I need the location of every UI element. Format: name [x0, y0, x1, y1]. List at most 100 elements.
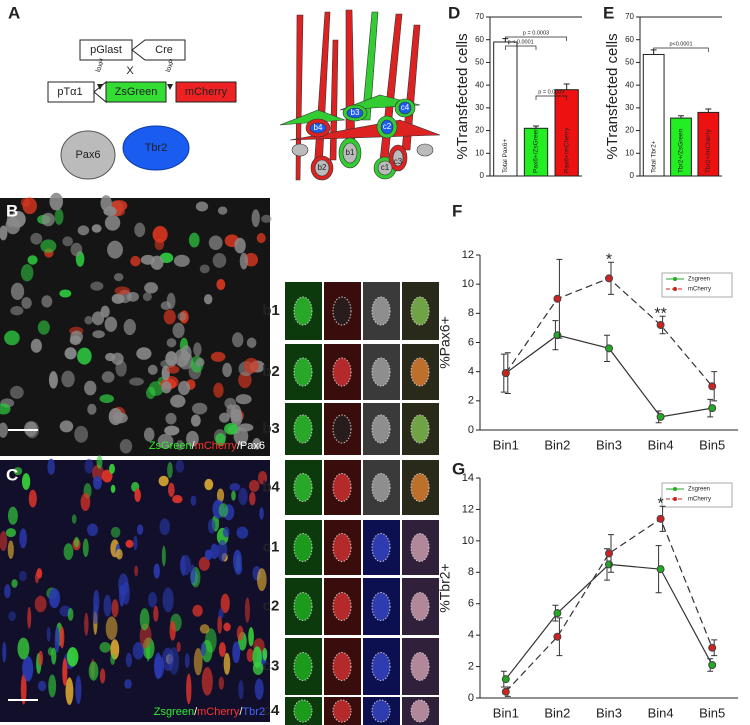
inset-cell	[332, 533, 352, 562]
caption-part: /Pax6	[237, 440, 265, 452]
nucleus	[4, 330, 20, 346]
cell	[200, 642, 207, 657]
x-tick-label: Bin2	[544, 437, 570, 452]
cell	[4, 584, 11, 599]
cell	[204, 549, 213, 561]
cell	[198, 556, 210, 571]
nucleus	[104, 316, 118, 332]
cell-diagram	[279, 9, 441, 181]
error-bar	[533, 125, 539, 129]
nucleus	[37, 320, 50, 335]
mcherry-box	[175, 81, 237, 103]
nucleus	[91, 224, 102, 233]
inset-cell	[410, 414, 430, 444]
cell	[96, 455, 103, 469]
inset-cell	[371, 652, 391, 681]
cell	[231, 490, 236, 501]
y-tick-label: 30	[475, 103, 484, 112]
y-axis-label: %Transfected cells	[604, 33, 621, 159]
inset-row-label: c1	[263, 538, 280, 555]
cell-label: b4	[314, 123, 323, 132]
cell	[136, 524, 144, 535]
cell	[248, 627, 254, 647]
cell	[48, 674, 57, 698]
cell	[110, 526, 121, 538]
y-tick-label: 14	[462, 472, 474, 484]
cell	[67, 608, 74, 621]
cell	[252, 661, 264, 676]
point	[605, 274, 613, 283]
cell	[105, 616, 118, 641]
significance-label: p < 0.0001	[508, 39, 534, 45]
y-tick-label: 10	[475, 148, 484, 157]
nucleus	[119, 438, 133, 454]
inset-cell	[410, 357, 430, 387]
nucleus	[172, 322, 185, 339]
nucleus	[62, 236, 73, 247]
cell	[71, 514, 77, 524]
y-tick-label: 40	[625, 80, 634, 89]
inset-cell	[293, 473, 313, 502]
y-tick-label: 50	[475, 58, 484, 67]
y-tick-label: 70	[625, 12, 634, 21]
nucleus	[219, 412, 230, 423]
series-line	[505, 517, 713, 693]
nucleus	[217, 206, 228, 215]
nucleus	[84, 316, 93, 325]
cell	[193, 647, 203, 676]
nucleus	[126, 291, 139, 302]
nucleus	[134, 222, 146, 238]
cell	[168, 647, 180, 675]
image-caption: Zsgreen/mCherry/Tbr2	[154, 706, 265, 718]
inset-cell	[371, 414, 391, 444]
x-tick-label: Bin2	[544, 705, 570, 720]
y-tick-label: 4	[468, 366, 474, 378]
cell	[205, 628, 217, 653]
inset-row-label: c2	[263, 597, 280, 614]
cell	[133, 535, 138, 551]
significance-bracket	[535, 95, 568, 100]
cell	[109, 463, 115, 474]
nucleus	[24, 421, 38, 437]
cell	[259, 507, 264, 520]
nucleus	[195, 201, 209, 212]
error-bar	[563, 83, 570, 90]
inset-cell	[332, 652, 352, 681]
y-tick-label: 30	[625, 103, 634, 112]
inset-cell	[293, 533, 313, 562]
cell	[7, 540, 14, 559]
y-tick-label: 0	[480, 171, 485, 180]
inset-cell	[332, 414, 352, 444]
cell	[87, 523, 99, 537]
nucleus	[177, 312, 187, 321]
nucleus	[178, 380, 191, 396]
nucleus	[193, 342, 202, 357]
inset-cell	[371, 533, 391, 562]
y-tick-label: 2	[468, 660, 474, 672]
significance-bracket	[653, 47, 709, 52]
point	[708, 643, 717, 652]
y-tick-label: 12	[462, 503, 474, 515]
y-tick-label: 12	[462, 249, 474, 261]
cell	[218, 608, 224, 619]
inset-row-label: c4	[263, 702, 280, 719]
nucleus	[92, 330, 105, 339]
nucleus	[70, 242, 83, 257]
cell-label: c1	[381, 163, 390, 172]
nucleus	[243, 357, 259, 374]
cell	[66, 647, 79, 667]
cell	[132, 642, 144, 660]
panel-label: F	[452, 201, 462, 220]
nucleus	[251, 209, 260, 228]
y-tick-label: 2	[468, 395, 474, 407]
cell	[110, 653, 116, 665]
nucleus	[232, 332, 244, 348]
point	[605, 549, 613, 558]
loxh-label: loxH	[95, 58, 106, 74]
y-tick-label: 0	[468, 424, 474, 436]
cell	[65, 677, 74, 706]
nucleus	[256, 233, 266, 244]
y-tick-label: 10	[462, 278, 474, 290]
inset-cell	[410, 296, 430, 326]
cell	[115, 548, 123, 560]
